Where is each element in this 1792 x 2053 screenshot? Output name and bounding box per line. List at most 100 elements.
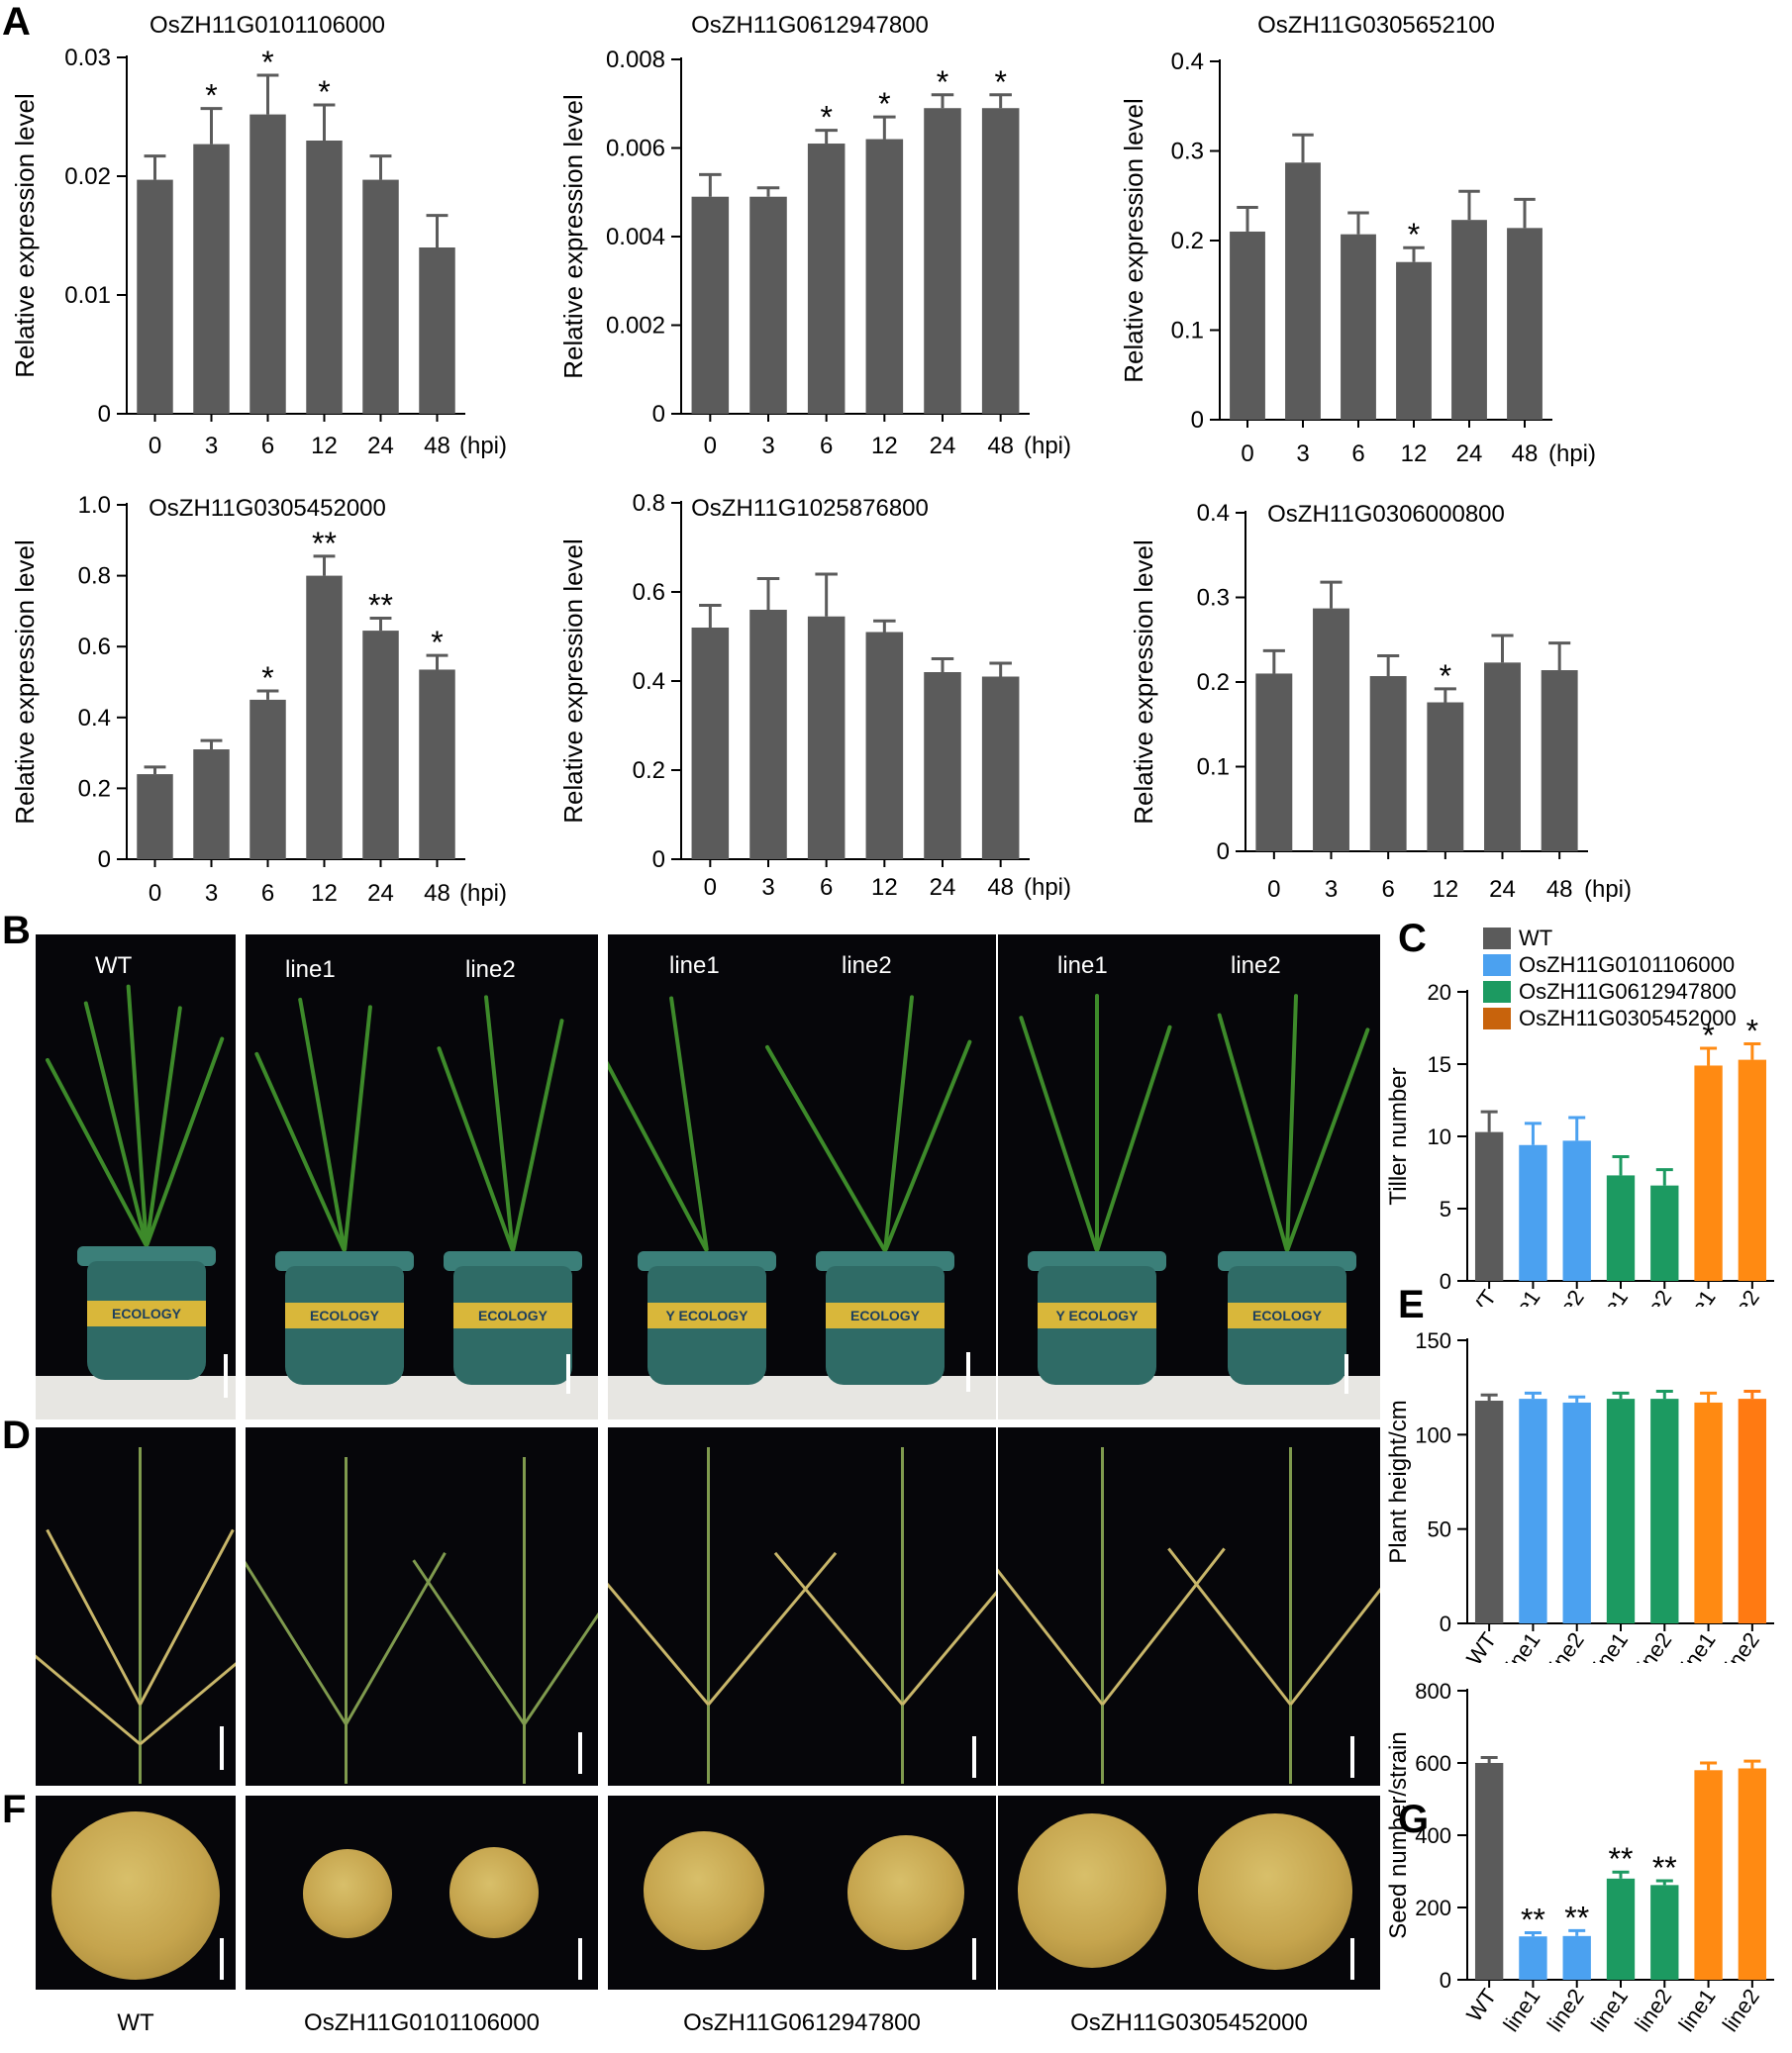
significance-mark: ** [1652,1850,1677,1886]
bar [807,616,846,859]
x-tick-label: line1 [1674,1286,1721,1307]
x-tick-label: 24 [930,433,956,459]
photo-plant-0305452000: line1 line2 Y ECOLOGY ECOLOGY [998,934,1380,1419]
bar [137,774,173,859]
x-tick-label: line2 [1718,1286,1764,1307]
y-axis-label: Relative expression level [1129,539,1158,825]
significance-mark: * [1440,658,1451,694]
photo-panicle-0612947800 [608,1427,996,1786]
seed-pile [1018,1813,1166,1968]
scale-bar [966,1352,970,1392]
x-tick-label: 0 [149,433,161,459]
group-label-wt: WT [117,2009,154,2036]
panicle-branch [998,1547,1104,1706]
significance-mark: * [261,45,273,80]
x-tick-label: 24 [367,433,394,459]
chart-title: OsZH11G0305652100 [1257,12,1495,39]
x-tick-label: line1 [1586,1286,1633,1307]
y-tick-label: 400 [1415,1823,1451,1848]
x-tick-label: WT [1461,1985,1501,2026]
significance-mark: * [205,78,217,114]
y-tick-label: 0.004 [606,224,665,250]
bar [1519,1144,1547,1281]
x-tick-label: 0 [1267,876,1280,903]
x-tick-label: 6 [820,433,833,459]
y-tick-label: 100 [1415,1422,1451,1447]
photo-panicle-wt [36,1427,236,1786]
y-tick-label: 0.2 [1171,228,1204,254]
x-tick-label: line2 [1718,1628,1764,1663]
panel-letter-d: D [2,1414,31,1457]
chart-title: OsZH11G0305452000 [149,495,386,522]
significance-mark: * [1408,217,1420,252]
bar [1427,702,1464,851]
x-tick-label: 48 [424,433,450,459]
panicle-branch [901,1551,996,1706]
significance-mark: * [878,86,890,122]
y-tick-label: 0.008 [606,47,665,73]
x-tick-label: 48 [424,880,450,907]
bar [1396,261,1432,420]
significance-mark: * [318,74,330,110]
y-tick-label: 0.6 [78,634,111,660]
legend-item: WT [1483,925,1737,951]
bar [419,247,455,414]
y-tick-label: 0.4 [1197,500,1230,527]
bar [1606,1878,1636,1980]
x-tick-label: 6 [261,880,274,907]
y-tick-label: 0.8 [78,563,111,590]
bar [1285,162,1321,420]
y-tick-label: 10 [1428,1124,1451,1149]
bar [807,144,846,414]
bar [691,628,730,859]
panicle-branch [246,1555,348,1725]
chart-plot: 0 0.1 0.2 0.3 0.4 Relative expression level 0 3… [1119,49,1596,467]
panicle-branch [36,1653,142,1746]
panicle-branch [1167,1547,1292,1706]
chart-plot: 0 0.2 0.4 0.6 0.8 1.0 Relative expression leve… [10,492,507,907]
y-tick-label: 0 [1440,1269,1451,1294]
x-tick-label: WT [1461,1628,1501,1663]
legend-swatch [1483,980,1511,1003]
significance-mark: ** [1564,1900,1589,1935]
chart-title: OsZH11G1025876800 [691,495,929,522]
scale-bar [578,1938,582,1980]
scale-bar [220,1938,224,1980]
x-tick-label: line1 [1586,1628,1633,1663]
x-tick-label: 48 [1512,440,1539,467]
y-tick-label: 0 [1191,407,1204,434]
panel-letter-a: A [2,0,31,44]
pot-label: Y ECOLOGY [647,1303,766,1328]
x-tick-label: 3 [761,433,774,459]
bar [1650,1185,1679,1281]
scale-bar [972,1736,976,1778]
bar [1341,234,1376,420]
y-tick-label: 150 [1415,1328,1451,1353]
x-tick-label: 48 [987,874,1014,901]
x-tick-label: WT [1461,1286,1501,1307]
seed-pile [303,1849,392,1938]
leaf [1217,1013,1289,1252]
bar [691,196,730,414]
panicle-branch [412,1559,526,1725]
bar [981,676,1020,859]
bar [749,610,787,859]
panicle-stem [1289,1447,1292,1784]
x-tick-label: line2 [1630,1628,1676,1663]
leaf [1285,994,1299,1252]
photo-seeds-0101106000 [246,1796,598,1990]
x-tick-label: 3 [205,433,218,459]
chart-expression-0305652100: OsZH11G0305652100 0 0.1 0.2 0.3 0.4 Relative … [1109,0,1643,475]
chart-plot: 0 0.2 0.4 0.6 0.8 Relative expression level 0 3… [558,490,1071,901]
x-tick-label: 6 [820,874,833,901]
bar [1562,1402,1591,1623]
scale-bar [566,1354,570,1394]
legend-item: OsZH11G0101106000 [1483,951,1737,978]
y-tick-label: 0.2 [633,757,665,784]
chart-title: OsZH11G0306000800 [1267,501,1505,528]
y-tick-label: 0 [1217,838,1230,865]
scale-bar [224,1354,228,1398]
chart-plot: 0 0.1 0.2 0.3 0.4 Relative expression level 0 3… [1129,500,1632,903]
